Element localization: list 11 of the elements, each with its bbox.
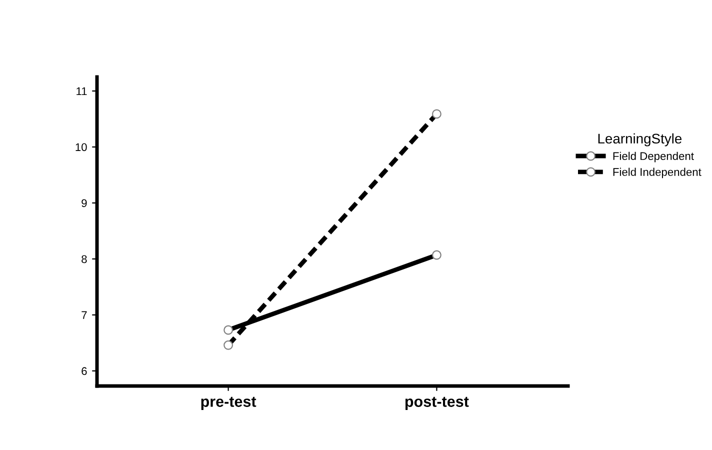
x-tick-label: post-test [405,396,469,410]
y-tick-label: 6 [82,367,87,376]
x-tick-label: pre-test [201,396,256,410]
legend-label: Field Dependent [613,152,694,162]
y-tick-label: 7 [82,311,87,319]
y-tick-label: 8 [82,255,87,264]
y-tick-label: 9 [82,199,87,208]
legend-label: Field Independent [613,168,702,178]
y-tick-label: 11 [76,87,87,96]
y-tick-label: 10 [76,143,87,152]
legend-title: LearningStyle [598,133,682,146]
